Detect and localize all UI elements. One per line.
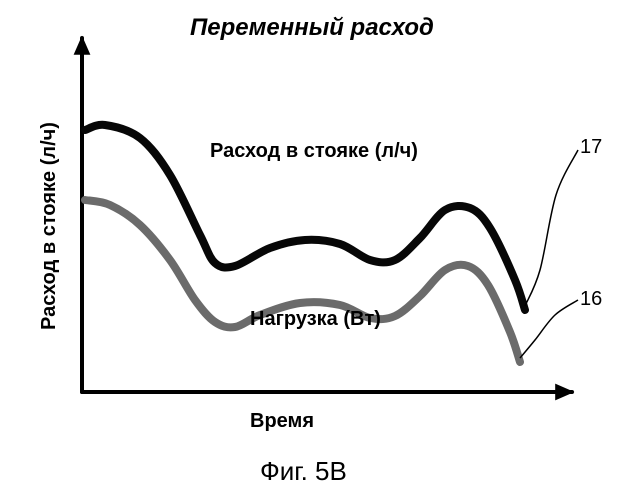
leader-line-17 bbox=[525, 150, 578, 306]
series-load-label: Нагрузка (Bт) bbox=[250, 308, 381, 331]
figure-container: Переменный расход Расход в стояке (л/ч) … bbox=[0, 0, 618, 500]
chart-title: Переменный расход bbox=[190, 14, 434, 42]
leader-label-16: 16 bbox=[580, 288, 602, 311]
leader-label-17: 17 bbox=[580, 136, 602, 159]
figure-caption: Фиг. 5B bbox=[260, 456, 347, 487]
series-flow-label: Расход в стояке (л/ч) bbox=[210, 140, 418, 163]
x-axis-label: Время bbox=[250, 410, 314, 433]
y-axis-label: Расход в стояке (л/ч) bbox=[38, 122, 61, 330]
series-load-line bbox=[85, 200, 520, 362]
